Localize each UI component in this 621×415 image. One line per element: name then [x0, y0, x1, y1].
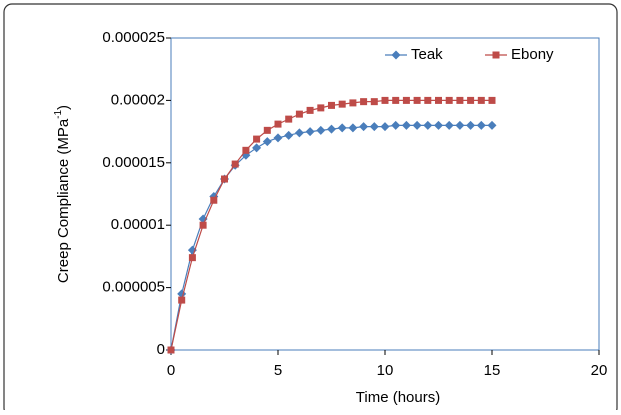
- marker: [380, 122, 390, 132]
- x-tick-label: 10: [377, 362, 394, 379]
- marker: [435, 96, 442, 104]
- marker: [402, 96, 410, 104]
- marker: [455, 120, 465, 130]
- marker: [210, 196, 218, 204]
- marker: [262, 137, 272, 147]
- marker: [338, 100, 346, 108]
- marker: [412, 120, 422, 130]
- marker: [273, 133, 283, 143]
- marker: [369, 122, 379, 132]
- marker: [466, 120, 476, 130]
- marker: [306, 106, 314, 114]
- marker: [401, 120, 411, 130]
- marker: [263, 126, 271, 134]
- marker: [492, 51, 500, 59]
- marker: [284, 130, 294, 140]
- marker: [423, 120, 433, 130]
- marker: [199, 221, 207, 229]
- x-tick-label: 15: [484, 362, 501, 379]
- marker: [167, 346, 175, 354]
- marker: [476, 120, 486, 130]
- y-tick-label: 0.00001: [111, 216, 165, 233]
- marker: [328, 101, 335, 109]
- marker: [242, 146, 250, 154]
- y-tick-label: 0.000005: [102, 279, 165, 296]
- y-tick-label: 0.00002: [111, 91, 165, 108]
- marker: [285, 115, 293, 123]
- marker: [316, 125, 326, 135]
- marker: [445, 96, 453, 104]
- marker: [392, 96, 400, 104]
- y-tick-label: 0: [157, 341, 165, 358]
- marker: [467, 96, 475, 104]
- x-tick-label: 5: [274, 362, 282, 379]
- legend-label: Teak: [411, 46, 443, 63]
- marker: [349, 99, 357, 107]
- marker: [456, 96, 464, 104]
- marker: [327, 124, 336, 134]
- x-tick-label: 0: [167, 362, 175, 379]
- y-title-end: ): [55, 105, 72, 110]
- legend-label: Ebony: [511, 46, 554, 63]
- marker: [488, 96, 496, 104]
- marker: [295, 110, 303, 118]
- marker: [317, 104, 325, 112]
- marker: [348, 123, 358, 133]
- x-tick-label: 20: [591, 362, 608, 379]
- marker: [434, 120, 443, 130]
- y-axis-title: Creep Compliance (MPa-1): [53, 105, 72, 283]
- marker: [178, 296, 186, 304]
- plot-area: [170, 37, 600, 351]
- marker: [413, 96, 421, 104]
- marker: [487, 120, 497, 130]
- marker: [305, 127, 315, 137]
- marker: [370, 98, 378, 106]
- marker: [360, 98, 368, 106]
- marker: [391, 50, 401, 60]
- marker: [221, 175, 228, 183]
- marker: [252, 143, 262, 153]
- marker: [444, 120, 454, 130]
- marker: [337, 123, 347, 133]
- marker: [253, 135, 261, 143]
- marker: [294, 128, 304, 138]
- series-line: [170, 124, 492, 351]
- frame: [3, 3, 618, 415]
- marker: [477, 96, 485, 104]
- marker: [391, 120, 401, 130]
- marker: [188, 254, 196, 262]
- marker: [231, 160, 239, 168]
- marker: [274, 120, 282, 128]
- y-tick-label: 0.000015: [102, 154, 165, 171]
- marker: [381, 96, 389, 104]
- x-axis-title: Time (hours): [356, 389, 440, 406]
- series-line: [170, 99, 492, 351]
- y-title-main: Creep Compliance (MPa: [55, 118, 72, 283]
- y-title-sup: -1: [53, 110, 64, 119]
- y-tick-label: 0.000025: [102, 29, 165, 46]
- marker: [359, 122, 369, 132]
- marker: [424, 96, 432, 104]
